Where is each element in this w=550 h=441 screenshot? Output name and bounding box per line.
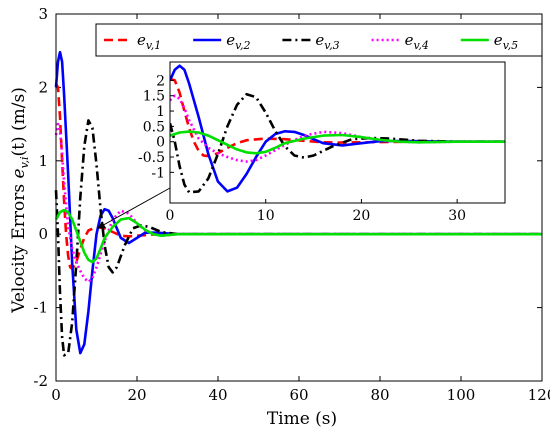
inset-zoom-plot: 0 10 20 30-1-0.500.511.52 [97, 61, 506, 229]
inset-y-tick-label: 1.5 [143, 89, 165, 105]
inset-series-line-5 [170, 130, 505, 155]
inset-y-tick-label: 0 [156, 135, 165, 151]
legend-label-3: ev,3 [315, 31, 339, 52]
x-axis-label: Time (s) [267, 409, 337, 429]
inset-frame [169, 61, 506, 204]
legend-label-4: ev,4 [405, 31, 429, 52]
legend-label-5: ev,5 [494, 31, 518, 52]
y-tick-label: -1 [33, 299, 48, 317]
inset-x-tick-label: 30 [448, 208, 466, 224]
series-line-5 [54, 208, 542, 264]
y-tick-label: 0 [38, 225, 48, 243]
inset-series-line-1 [170, 77, 505, 158]
x-tick-label: 40 [208, 386, 227, 404]
inset-y-tick-label: 0.5 [143, 119, 165, 135]
x-tick-label: 100 [447, 386, 476, 404]
y-tick-label: -2 [33, 372, 48, 390]
y-tick-label: 3 [38, 5, 48, 23]
inset-series-line-2 [170, 64, 505, 193]
inset-y-tick-label: -0.5 [138, 150, 165, 166]
inset-y-tick-label: -1 [151, 165, 165, 181]
legend: ev,1 ev,2 ev,3 ev,4 ev,5 [95, 23, 543, 57]
x-tick-label: 60 [289, 386, 308, 404]
inset-x-tick-label: 10 [257, 208, 275, 224]
zoom-arrow [97, 187, 171, 229]
x-tick-label: 20 [127, 386, 146, 404]
x-tick-label: 0 [51, 386, 61, 404]
legend-label-1: ev,1 [137, 31, 161, 52]
inset-x-tick-label: 20 [353, 208, 371, 224]
inset-background [170, 62, 505, 203]
inset-y-tick-label: 2 [156, 73, 165, 89]
y-axis-label: Velocity Errors ev,i(t) (m/s) [9, 87, 31, 314]
series-line-3 [54, 119, 542, 357]
inset-x-tick-label: 0 [166, 208, 175, 224]
inset-series-line-4 [170, 94, 505, 163]
inset-y-tick-label: 1 [156, 104, 165, 120]
y-tick-label: 1 [38, 152, 48, 170]
x-tick-label: 120 [528, 386, 550, 404]
legend-label-2: ev,2 [226, 31, 250, 52]
y-tick-label: 2 [38, 78, 48, 96]
plot-frame [55, 13, 543, 382]
x-tick-label: 80 [370, 386, 389, 404]
